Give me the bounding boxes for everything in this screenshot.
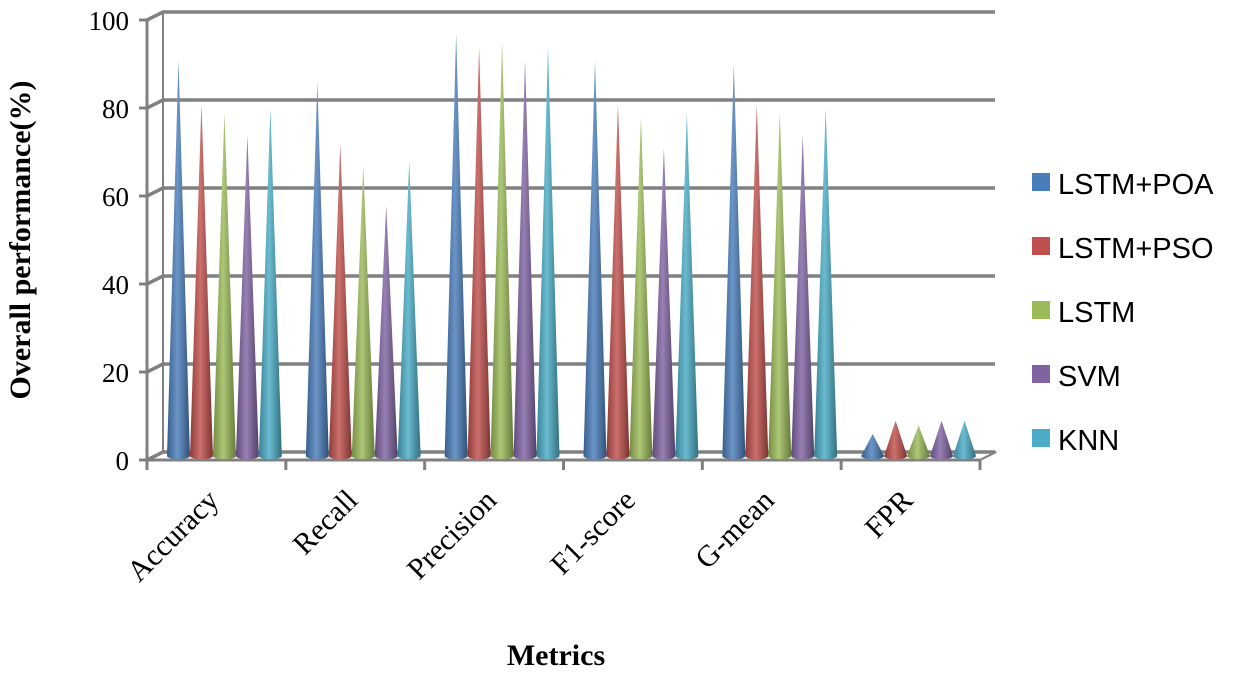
gridline <box>146 10 995 22</box>
cone-body <box>814 108 838 460</box>
cone-body <box>536 46 560 460</box>
cone-body <box>606 104 630 460</box>
cone-knn-g-mean <box>814 108 838 460</box>
cone-body <box>791 134 815 460</box>
y-tick-label: 80 <box>102 94 129 124</box>
cone-svm-accuracy <box>235 134 259 460</box>
x-tick-label-accuracy: Accuracy <box>121 484 226 589</box>
cone-svm-fpr <box>930 420 954 460</box>
cone-body <box>930 420 954 460</box>
cone-body <box>745 104 769 460</box>
cone-body <box>212 112 236 460</box>
cone-knn-recall <box>397 161 421 460</box>
cone-body <box>884 420 908 460</box>
axes <box>139 12 997 470</box>
cone-lstm-f1-score <box>629 117 653 460</box>
legend-swatch <box>1032 429 1050 447</box>
floor-right-edge <box>979 451 997 461</box>
y-tick-label: 40 <box>102 270 129 300</box>
cone-body <box>675 112 699 460</box>
cone-lstm-poa-f1-score <box>583 60 607 460</box>
cone-lstm-accuracy <box>212 112 236 460</box>
x-tick-label-recall: Recall <box>287 484 365 562</box>
legend-label: SVM <box>1058 361 1121 393</box>
cone-body <box>629 117 653 460</box>
x-tick-label-precision: Precision <box>401 484 503 586</box>
cone-lstm-poa-accuracy <box>167 60 190 460</box>
cone-lstm-fpr <box>907 425 931 460</box>
cone-body <box>722 64 746 460</box>
legend-item-knn: KNN <box>1032 425 1119 457</box>
cone-lstm-poa-g-mean <box>722 64 746 460</box>
legend-item-lstm-pso: LSTM+PSO <box>1032 233 1214 265</box>
cone-lstm-precision <box>490 42 514 460</box>
legend-label: KNN <box>1058 425 1119 457</box>
cone-body <box>189 104 213 460</box>
cone-body <box>513 60 537 460</box>
x-tick-labels: Accuracy Recall Precision F1-score G-mean FPR <box>121 484 920 589</box>
cone-lstm-poa-precision <box>444 33 468 460</box>
cone-body <box>305 82 329 460</box>
cone-body <box>328 143 352 460</box>
legend-item-svm: SVM <box>1032 361 1121 393</box>
cone-svm-recall <box>374 205 398 460</box>
gridline <box>146 186 995 198</box>
cone-lstm-pso-precision <box>467 46 491 460</box>
y-tick-label: 20 <box>102 358 129 388</box>
x-tick-label-g-mean: G-mean <box>689 484 781 576</box>
cone-knn-fpr <box>953 420 976 460</box>
cone-body <box>167 60 190 460</box>
cone-lstm-pso-fpr <box>884 420 908 460</box>
cone-svm-f1-score <box>652 148 676 460</box>
cone-body <box>861 434 885 460</box>
legend-item-lstm-poa: LSTM+POA <box>1032 169 1214 201</box>
data-marks <box>167 33 976 460</box>
cone-body <box>768 112 792 460</box>
x-tick-label-fpr: FPR <box>858 484 919 545</box>
y-tick-labels: 0 20 40 60 80 100 <box>89 6 130 476</box>
cone-body <box>953 420 976 460</box>
cone-svm-g-mean <box>791 134 815 460</box>
cone-body <box>258 108 282 460</box>
y-tick-label: 60 <box>102 182 129 212</box>
cone-lstm-pso-f1-score <box>606 104 630 460</box>
cone-body <box>583 60 607 460</box>
legend-swatch <box>1032 301 1050 319</box>
cone-lstm-poa-recall <box>305 82 329 460</box>
x-tick-label-f1-score: F1-score <box>544 484 642 582</box>
cone-lstm-pso-recall <box>328 143 352 460</box>
cone-lstm-pso-g-mean <box>745 104 769 460</box>
legend-label: LSTM <box>1058 297 1135 329</box>
cone-lstm-poa-fpr <box>861 434 885 460</box>
y-axis-title: Overall performance(%) <box>4 80 37 399</box>
legend-label: LSTM+PSO <box>1058 233 1214 265</box>
cone-lstm-pso-accuracy <box>189 104 213 460</box>
cone-body <box>397 161 421 460</box>
y-tick-label: 0 <box>116 446 130 476</box>
legend-item-lstm: LSTM <box>1032 297 1135 329</box>
legend-swatch <box>1032 173 1050 191</box>
y-tick-label: 100 <box>89 6 130 36</box>
x-axis-title: Metrics <box>507 639 605 672</box>
cone-body <box>235 134 259 460</box>
cone-svm-precision <box>513 60 537 460</box>
cone-knn-accuracy <box>258 108 282 460</box>
legend-swatch <box>1032 237 1050 255</box>
legend: LSTM+POA LSTM+PSO LSTM SVM KNN <box>1032 169 1214 457</box>
cone-body <box>467 46 491 460</box>
cone-body <box>490 42 514 460</box>
gridline <box>146 98 995 110</box>
cone-lstm-recall <box>351 165 375 460</box>
cone-body <box>907 425 931 460</box>
cone-lstm-g-mean <box>768 112 792 460</box>
cone-knn-precision <box>536 46 560 460</box>
cone-body <box>444 33 468 460</box>
cone-knn-f1-score <box>675 112 699 460</box>
cone-body <box>351 165 375 460</box>
legend-swatch <box>1032 365 1050 383</box>
cone-body <box>652 148 676 460</box>
legend-label: LSTM+POA <box>1058 169 1214 201</box>
cone-body <box>374 205 398 460</box>
